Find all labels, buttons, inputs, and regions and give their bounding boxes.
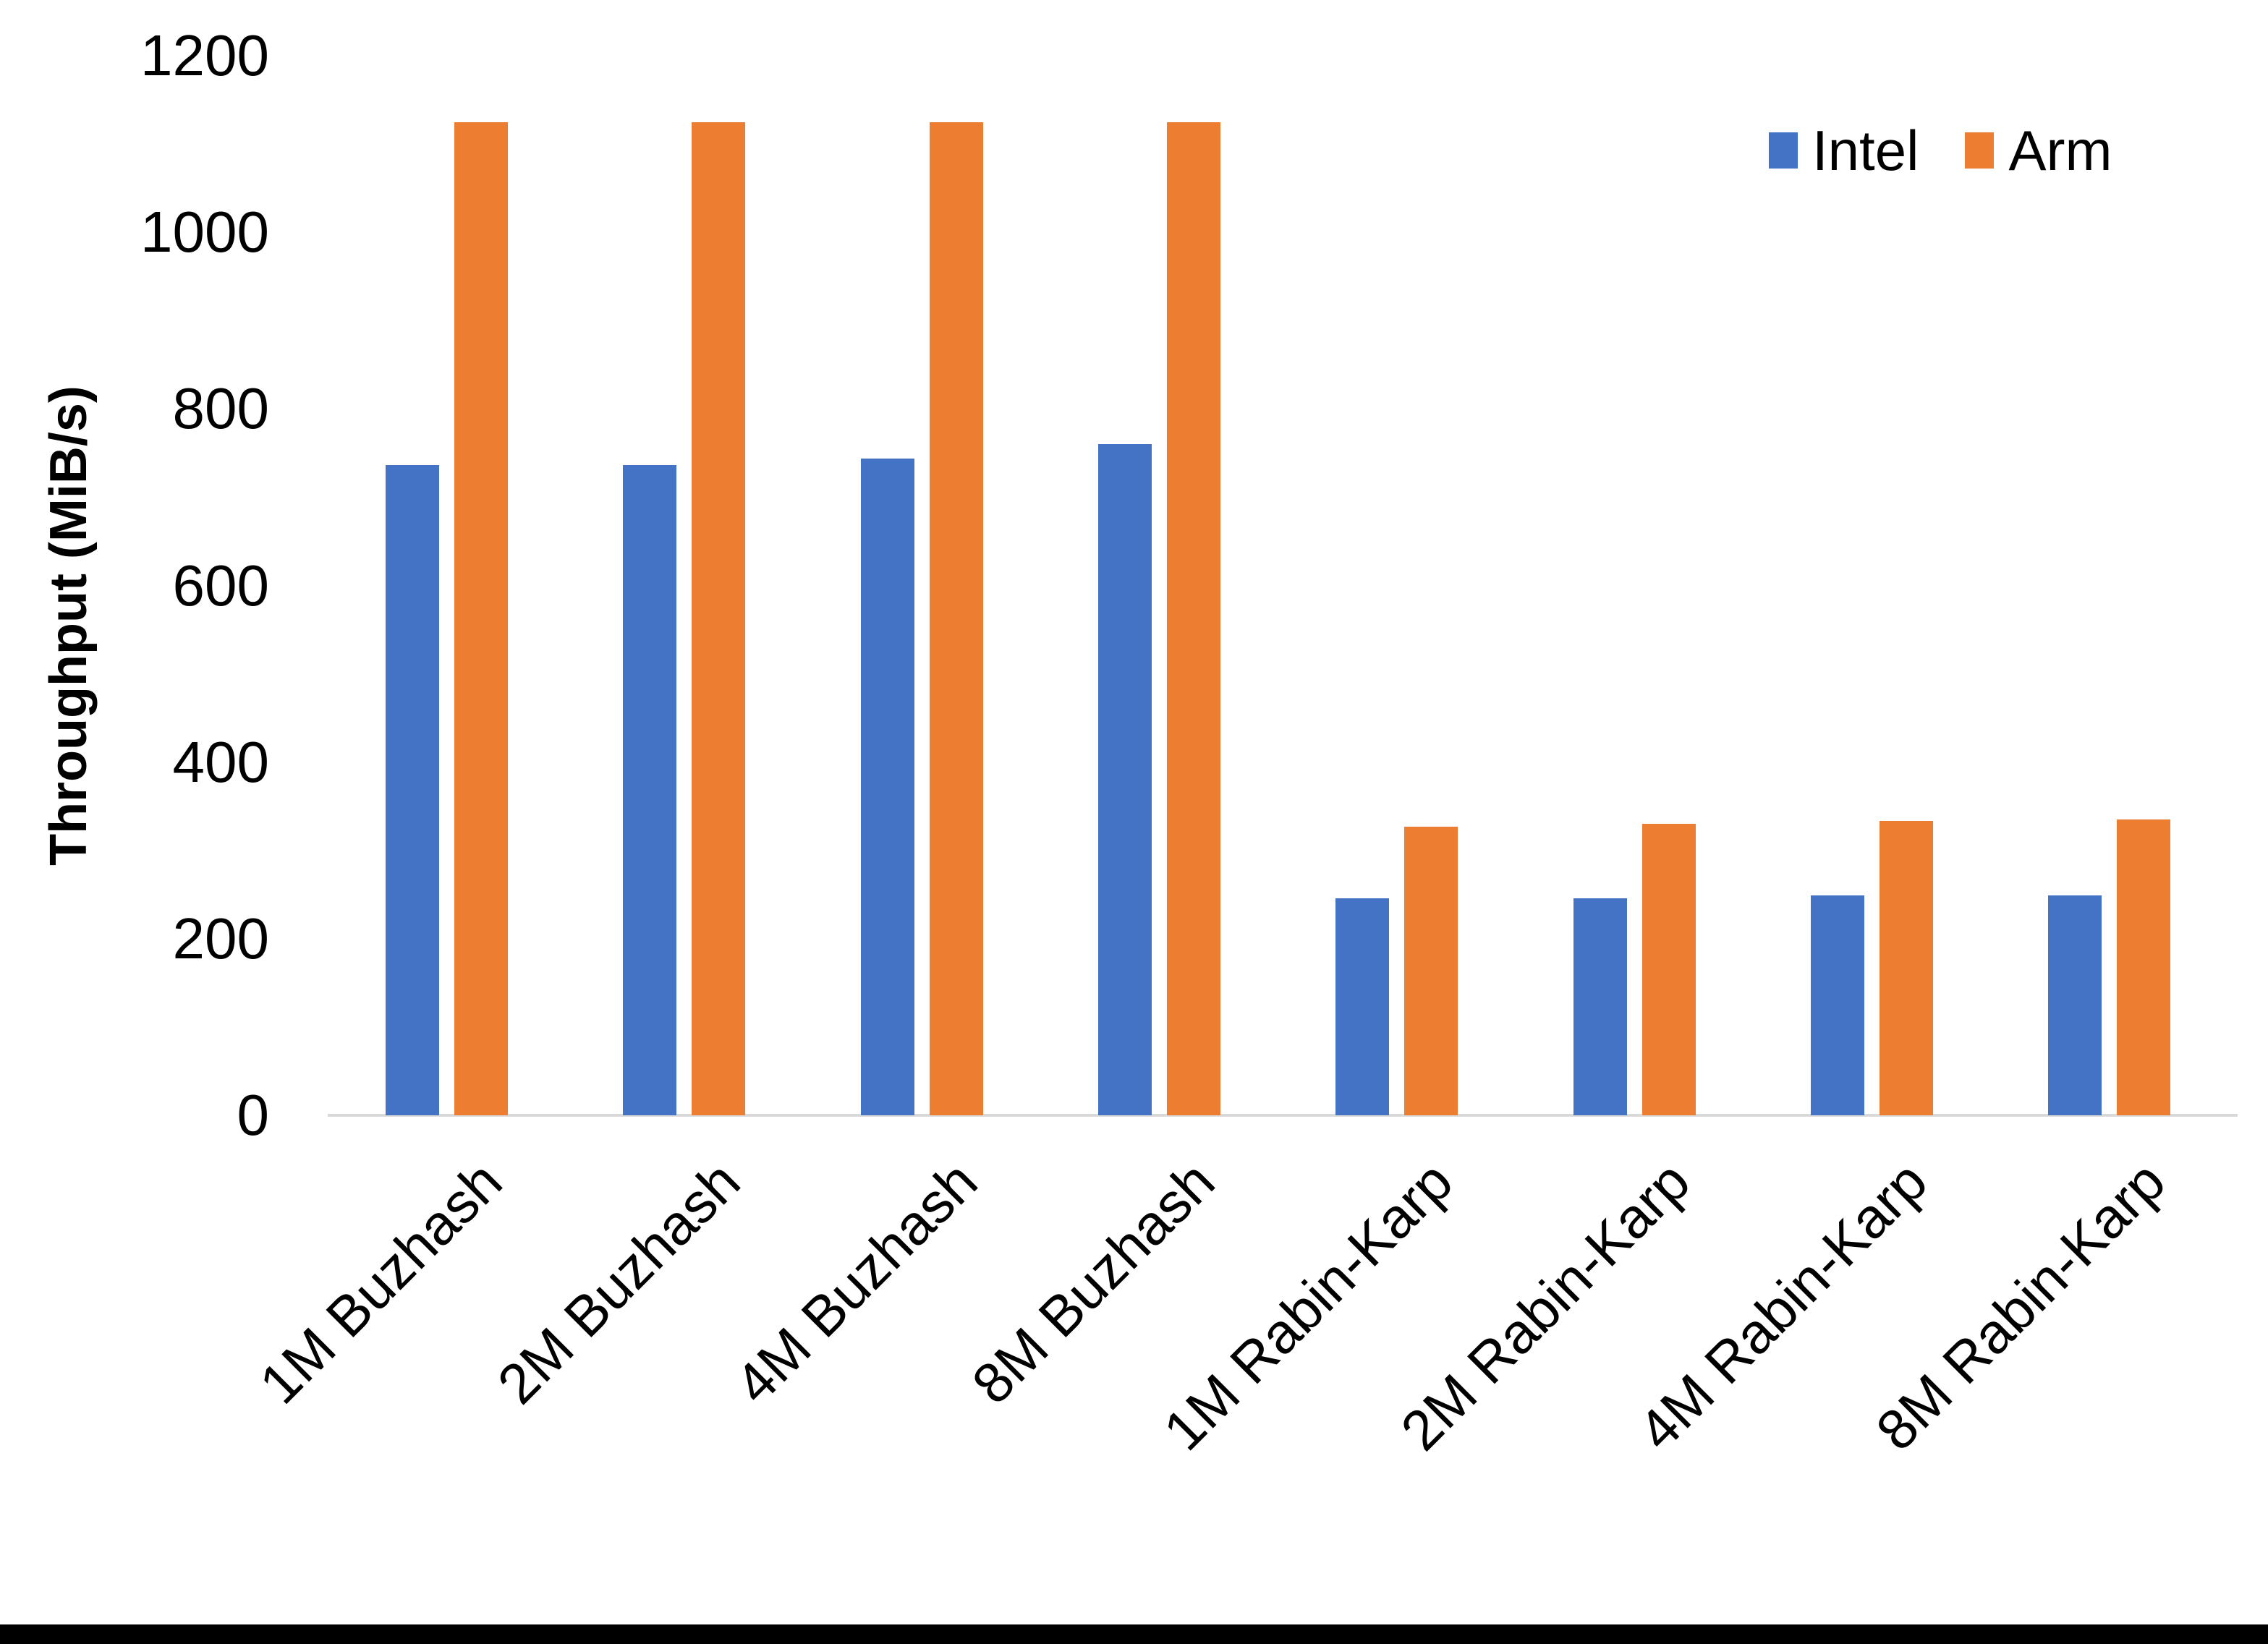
y-tick-label-1200: 1200 xyxy=(140,23,269,88)
bar-arm-1m-buzhash xyxy=(454,122,508,1115)
x-category-label-2m-buzhash: 2M Buzhash xyxy=(485,1149,752,1416)
bar-arm-2m-buzhash xyxy=(692,122,746,1115)
bar-arm-2m-rabin-karp xyxy=(1641,824,1696,1115)
bar-intel-8m-rabin-karp xyxy=(2048,895,2102,1115)
bar-intel-2m-buzhash xyxy=(623,465,677,1115)
legend: Intel Arm xyxy=(1769,122,2112,179)
legend-item-arm: Arm xyxy=(1965,122,2112,179)
bottom-border xyxy=(0,1624,2268,1644)
y-tick-label-600: 600 xyxy=(172,553,269,618)
y-tick-label-0: 0 xyxy=(237,1083,270,1147)
legend-label-intel: Intel xyxy=(1812,119,1919,182)
legend-label-arm: Arm xyxy=(2008,119,2112,182)
bar-intel-2m-rabin-karp xyxy=(1573,898,1627,1115)
bar-arm-8m-rabin-karp xyxy=(2117,819,2171,1115)
y-tick-label-200: 200 xyxy=(172,906,269,971)
bar-arm-8m-buzhash xyxy=(1166,122,1220,1115)
x-axis-line xyxy=(328,1114,2238,1117)
bar-intel-4m-buzhash xyxy=(860,458,914,1115)
legend-item-intel: Intel xyxy=(1769,122,1919,179)
bar-intel-1m-rabin-karp xyxy=(1335,898,1390,1115)
y-tick-label-1000: 1000 xyxy=(140,200,269,265)
bar-arm-4m-buzhash xyxy=(929,122,983,1115)
bar-arm-1m-rabin-karp xyxy=(1404,826,1458,1115)
y-tick-label-400: 400 xyxy=(172,729,269,794)
legend-swatch-intel xyxy=(1769,132,1798,169)
bar-intel-1m-buzhash xyxy=(386,465,439,1115)
legend-swatch-arm xyxy=(1965,132,1995,169)
bar-intel-8m-buzhash xyxy=(1097,444,1152,1115)
x-category-label-4m-buzhash: 4M Buzhash xyxy=(722,1149,990,1416)
y-tick-label-800: 800 xyxy=(172,376,269,441)
x-category-label-8m-buzhash: 8M Buzhash xyxy=(960,1149,1227,1416)
bar-arm-4m-rabin-karp xyxy=(1879,821,1933,1115)
x-category-label-1m-buzhash: 1M Buzhash xyxy=(247,1149,514,1416)
bar-intel-4m-rabin-karp xyxy=(1810,895,1864,1115)
